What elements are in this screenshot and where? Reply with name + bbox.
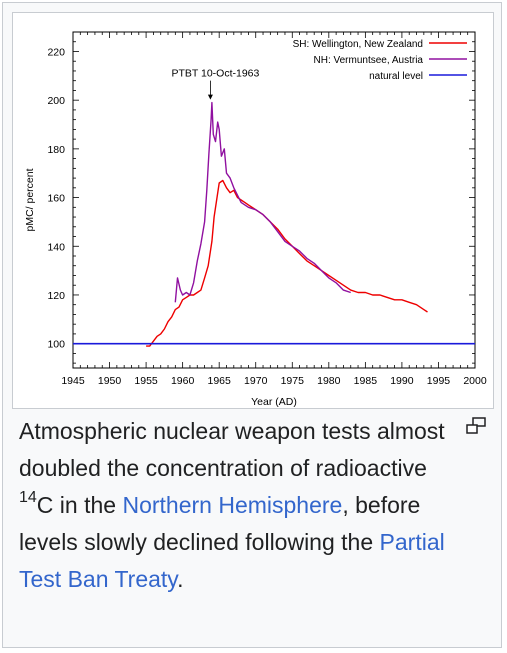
y-axis-label: pMC/ percent xyxy=(24,168,36,231)
series-line-1 xyxy=(174,101,351,303)
partial-test-ban-treaty-link[interactable]: Partial Test Ban Treaty xyxy=(19,529,445,592)
chart-frame[interactable]: 1945 1950 1955 1960 1965 1970 1975 1980 1985 1990… xyxy=(12,12,494,409)
y-tick-label: 140 xyxy=(47,241,65,253)
legend-label-1: NH: Vermuntsee, Austria xyxy=(314,55,424,66)
legend-label-2: natural level xyxy=(369,71,423,82)
y-tick-label: 220 xyxy=(47,46,65,58)
x-tick-label: 1975 xyxy=(281,375,305,387)
x-axis-label: Year (AD) xyxy=(251,396,297,408)
x-tick-label: 1950 xyxy=(98,375,122,387)
y-tick-label: 160 xyxy=(47,193,65,205)
x-tick-label: 1985 xyxy=(354,375,378,387)
x-tick-label: 1960 xyxy=(171,375,195,387)
northern-hemisphere-link[interactable]: Northern Hemisphere xyxy=(122,492,343,518)
caption-text-3: , before levels slowly declined followin… xyxy=(19,492,421,555)
y-tick-label: 120 xyxy=(47,290,65,302)
x-tick-label: 1970 xyxy=(244,375,268,387)
figure-caption: Atmospheric nuclear weapon tests almost … xyxy=(19,413,459,598)
y-tick-label: 180 xyxy=(47,144,65,156)
x-tick-label: 2000 xyxy=(463,375,487,387)
x-tick-label: 1955 xyxy=(134,375,158,387)
annotation-label: PTBT 10-Oct-1963 xyxy=(171,68,259,80)
series-line-0 xyxy=(146,179,428,347)
caption-superscript: 14 xyxy=(19,489,37,507)
caption-text-2: C in the xyxy=(36,492,123,518)
figure-thumbnail: 1945 1950 1955 1960 1965 1970 1975 1980 1985 1990… xyxy=(2,2,502,648)
annotation-arrow-head xyxy=(207,94,213,100)
x-tick-label: 1980 xyxy=(317,375,341,387)
y-tick-label: 100 xyxy=(47,339,65,351)
plot-frame xyxy=(72,31,476,369)
legend-label-0: SH: Wellington, New Zealand xyxy=(293,39,423,50)
x-tick-label: 1965 xyxy=(208,375,232,387)
chart-svg: 1945 1950 1955 1960 1965 1970 1975 1980 1985 1990… xyxy=(24,31,487,408)
x-tick-label: 1945 xyxy=(61,375,85,387)
caption-text-4: . xyxy=(177,566,184,592)
magnify-clip-icon[interactable] xyxy=(465,417,487,435)
x-tick-label: 1990 xyxy=(390,375,414,387)
x-tick-label: 1995 xyxy=(427,375,451,387)
caption-text-1: Atmospheric nuclear weapon tests almost … xyxy=(19,418,445,481)
y-tick-label: 200 xyxy=(47,95,65,107)
